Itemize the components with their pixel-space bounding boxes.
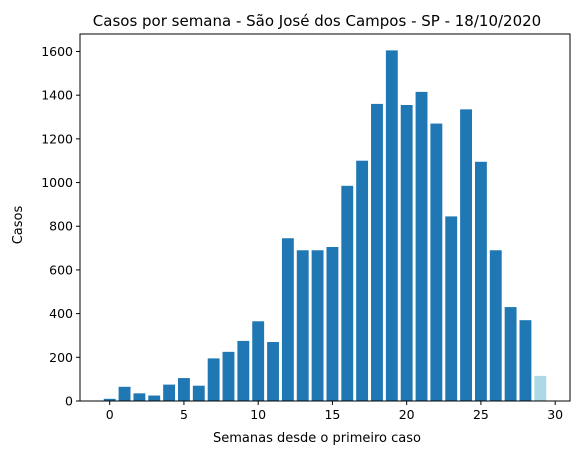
bar-week-9 — [237, 340, 250, 401]
bar-week-14 — [311, 250, 324, 401]
bar-week-28 — [519, 320, 532, 401]
bar-week-12 — [281, 238, 294, 401]
bars-group — [103, 50, 547, 402]
bar-week-0 — [103, 398, 116, 401]
bar-week-26 — [489, 250, 502, 401]
y-tick-label: 200 — [49, 350, 73, 365]
x-tick-label: 25 — [473, 407, 489, 422]
x-tick-label: 20 — [399, 407, 415, 422]
x-tick-label: 15 — [324, 407, 340, 422]
bar-week-4 — [163, 384, 176, 401]
bar-week-2 — [133, 393, 146, 401]
bar-week-16 — [341, 185, 354, 401]
chart-title: Casos por semana - São José dos Campos -… — [93, 12, 541, 30]
bar-week-27 — [504, 307, 517, 401]
x-axis-label: Semanas desde o primeiro caso — [213, 431, 421, 446]
y-tick-label: 0 — [65, 394, 73, 409]
bar-week-11 — [267, 342, 279, 401]
bar-week-13 — [296, 250, 309, 401]
bar-week-7 — [207, 358, 220, 401]
bar-week-25 — [474, 161, 487, 401]
plot-frame — [79, 33, 571, 402]
bar-week-5 — [178, 378, 190, 401]
y-tick-label: 400 — [49, 306, 73, 321]
bar-week-15 — [326, 246, 339, 401]
y-axis-label: Casos — [11, 206, 26, 245]
y-tick-label: 800 — [49, 219, 73, 234]
bar-week-17 — [356, 160, 369, 401]
x-tick-label: 0 — [106, 407, 114, 422]
bar-week-20 — [400, 104, 413, 402]
y-axis-ticks: 0 200 400 600 800 1000 1200 1400 1600 — [41, 44, 80, 409]
bar-week-10 — [252, 321, 265, 401]
bar-week-8 — [222, 351, 235, 401]
bar-week-19 — [385, 50, 398, 401]
y-tick-label: 1600 — [41, 44, 73, 59]
x-tick-label: 5 — [180, 407, 188, 422]
bar-week-21 — [415, 91, 428, 401]
y-tick-label: 600 — [49, 262, 73, 277]
bar-week-23 — [445, 216, 458, 401]
bar-week-3 — [148, 395, 161, 401]
y-tick-label: 1000 — [41, 175, 73, 190]
x-axis-ticks: 0 5 10 15 20 25 30 — [106, 401, 563, 422]
bar-week-22 — [430, 123, 443, 401]
bar-week-18 — [371, 103, 383, 402]
x-tick-label: 10 — [250, 407, 266, 422]
y-tick-label: 1400 — [41, 88, 73, 103]
y-tick-label: 1200 — [41, 131, 73, 146]
bar-week-1 — [118, 386, 131, 401]
bar-week-29 — [534, 375, 547, 401]
bar-week-24 — [460, 109, 472, 401]
bar-week-6 — [192, 385, 205, 401]
x-tick-label: 30 — [547, 407, 563, 422]
